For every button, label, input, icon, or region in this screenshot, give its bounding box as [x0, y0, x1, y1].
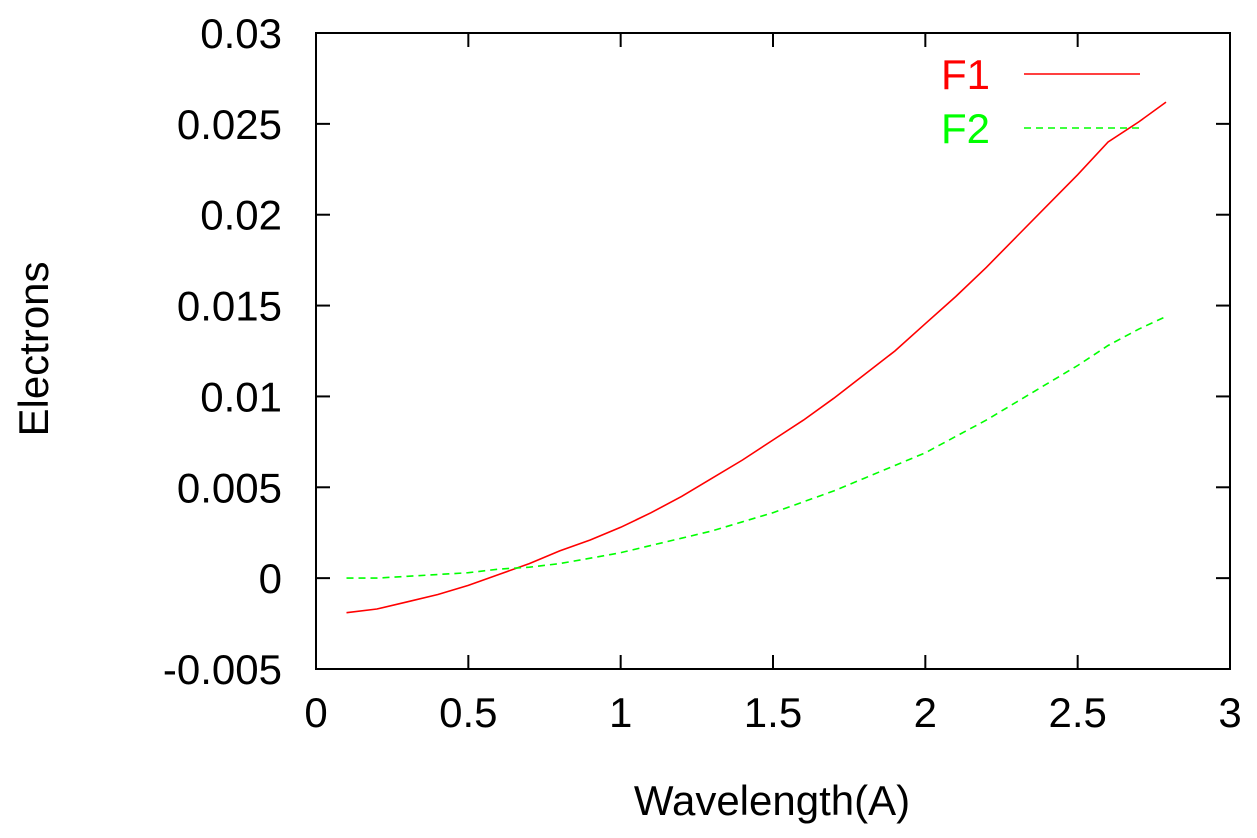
- x-tick-label: 2: [914, 689, 937, 736]
- x-tick-label: 1.5: [744, 689, 802, 736]
- y-tick-label: -0.005: [163, 646, 282, 693]
- x-axis-label: Wavelength(A): [634, 777, 910, 824]
- series-line-f2: [346, 315, 1167, 579]
- y-tick-label: 0.02: [200, 192, 282, 239]
- series-line-f1: [346, 101, 1167, 614]
- x-tick-label: 2.5: [1048, 689, 1106, 736]
- tick-labels: 0 0.5 1 1.5 2 2.5 3 -0.005 0 0.005 0.01 0.015 0.02 0.…: [163, 10, 1242, 736]
- plot-frame: [315, 32, 1231, 670]
- legend-label-f1: F1: [941, 51, 990, 98]
- series-lines: [346, 101, 1167, 614]
- y-axis-label: Electrons: [10, 261, 57, 436]
- x-tick-label: 0.5: [439, 689, 497, 736]
- x-tick-label: 0: [304, 689, 327, 736]
- plot-border: [315, 32, 1231, 670]
- y-tick-label: 0.025: [177, 101, 282, 148]
- y-tick-label: 0.015: [177, 283, 282, 330]
- y-tick-label: 0.01: [200, 373, 282, 420]
- x-tick-label: 1: [609, 689, 632, 736]
- legend-label-f2: F2: [941, 105, 990, 152]
- y-tick-label: 0.005: [177, 464, 282, 511]
- x-tick-label: 3: [1218, 689, 1241, 736]
- y-tick-label: 0.03: [200, 10, 282, 57]
- y-tick-label: 0: [259, 555, 282, 602]
- axis-ticks: [315, 32, 1231, 670]
